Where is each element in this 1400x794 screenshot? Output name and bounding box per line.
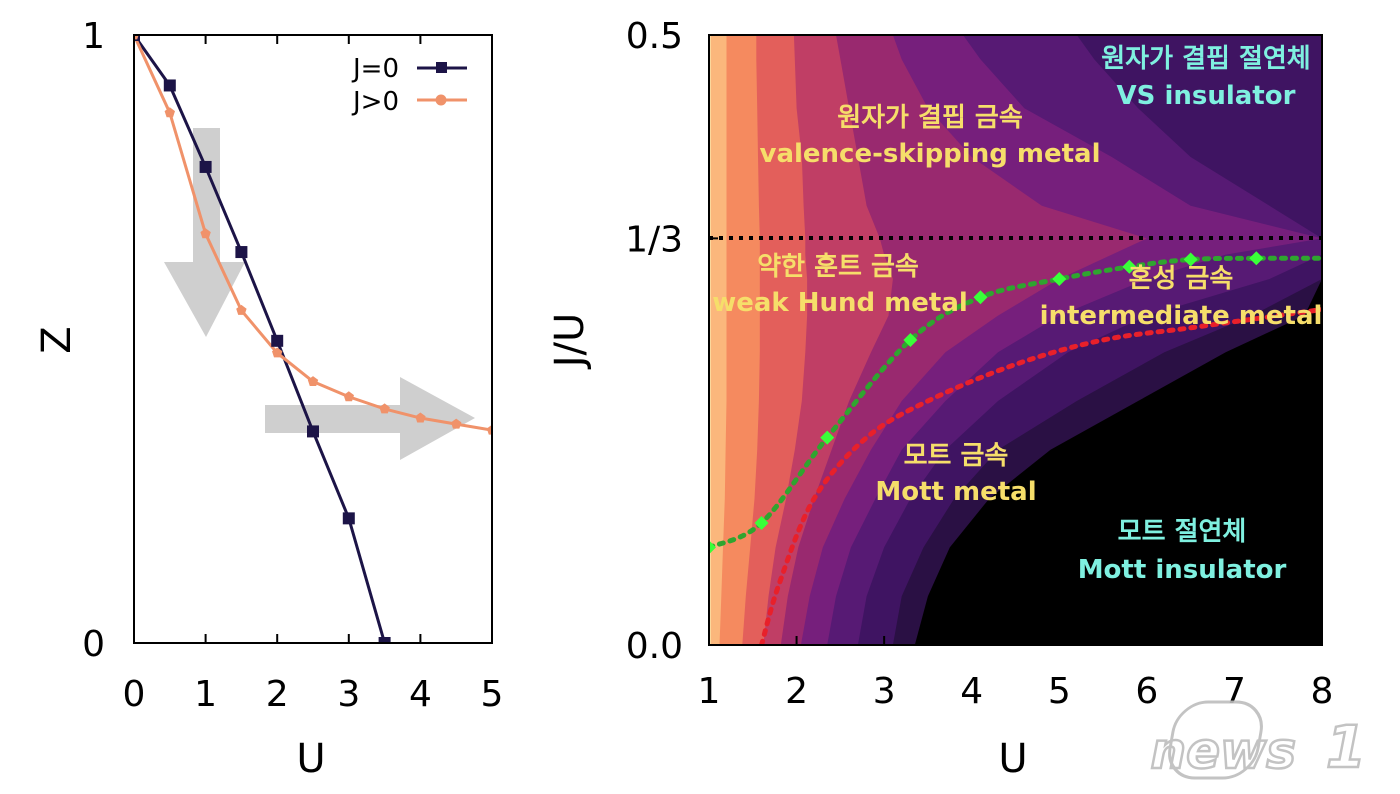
left-x-tick-label-1: 1	[194, 674, 217, 715]
marker-jpos-5	[307, 376, 319, 386]
region-vs-insulator-en: VS insulator	[1117, 81, 1296, 111]
region-intermediate-metal-en: intermediate metal	[1040, 301, 1323, 331]
marker-j0-7	[378, 637, 391, 643]
legend-label-j0: J=0	[351, 54, 399, 84]
right-x-tick-label-7: 7	[1223, 671, 1246, 712]
right-x-tick-label-2: 2	[785, 671, 808, 712]
region-mott-insulator-ko: 모트 절연체	[1118, 517, 1247, 547]
region-mott-insulator: 모트 절연체 Mott insulator	[1078, 517, 1287, 585]
z-vs-u-line-chart: 0 1 2 3 4 5 0 1 J=0 J>0 U Z	[34, 16, 503, 782]
left-x-tick-label-3: 3	[337, 674, 360, 715]
marker-jpos-6	[343, 391, 354, 402]
region-valence-skipping-metal-ko: 원자가 결핍 금속	[837, 103, 1023, 133]
green-boundary-marker-6	[1122, 259, 1137, 274]
region-weak-hund-metal: 약한 훈트 금속 weak Hund metal	[712, 252, 968, 318]
region-vs-insulator: 원자가 결핍 절연체 VS insulator	[1101, 44, 1310, 111]
marker-j0-5	[307, 425, 319, 438]
right-x-tick-label-6: 6	[1135, 671, 1158, 712]
right-x-tick-label-4: 4	[960, 671, 983, 712]
phase-diagram-heatmap: 1 2 3 4 5 6 7 8 0.0 1/3 0.5 원자가 결핍 절연체 VS insulato…	[547, 16, 1333, 782]
region-vs-insulator-ko: 원자가 결핍 절연체	[1101, 44, 1310, 74]
left-plot-frame	[133, 34, 493, 644]
right-x-axis-title: U	[998, 736, 1027, 782]
region-valence-skipping-metal-en: valence-skipping metal	[760, 139, 1101, 169]
green-boundary-marker-1	[754, 516, 769, 530]
series-line-jpos	[134, 35, 492, 432]
right-x-tick-label-8: 8	[1311, 671, 1334, 712]
legend: J=0 J>0	[351, 54, 467, 117]
region-intermediate-metal-ko: 혼성 금속	[1129, 264, 1234, 294]
region-mott-metal-ko: 모트 금속	[904, 441, 1009, 471]
marker-j0-6	[342, 512, 355, 525]
marker-j0-2	[199, 160, 212, 173]
green-boundary-marker-3	[903, 333, 918, 347]
left-y-tick-label-0: 0	[82, 624, 105, 665]
watermark-suffix: 1	[1326, 713, 1366, 781]
marker-j0-1	[163, 79, 176, 92]
marker-jpos-2	[200, 228, 211, 239]
region-valence-skipping-metal: 원자가 결핍 금속 valence-skipping metal	[760, 103, 1101, 169]
marker-jpos-7	[379, 403, 390, 414]
right-y-tick-label-0: 0.0	[626, 626, 683, 667]
green-boundary-marker-8	[1249, 251, 1264, 266]
green-boundary-line	[709, 255, 1322, 550]
legend-label-jpos: J>0	[351, 87, 399, 117]
right-x-tick-label-5: 5	[1048, 671, 1071, 712]
heatmap-band-8	[709, 35, 727, 645]
left-x-tick-label-4: 4	[409, 674, 432, 715]
right-arrow-icon	[265, 377, 475, 460]
news1-watermark: news 1	[1149, 700, 1367, 782]
right-x-tick-label-3: 3	[873, 671, 896, 712]
legend-marker-j0	[436, 62, 447, 73]
region-mott-insulator-en: Mott insulator	[1078, 555, 1287, 585]
green-boundary-marker-2	[820, 430, 835, 445]
left-y-axis-title: Z	[34, 326, 80, 353]
left-x-tick-label-5: 5	[481, 674, 504, 715]
region-weak-hund-metal-ko: 약한 훈트 금속	[757, 252, 919, 282]
marker-jpos-3	[236, 304, 247, 315]
marker-jpos-4	[272, 347, 283, 358]
right-y-axis-title: J/U	[547, 313, 593, 371]
region-mott-metal: 모트 금속 Mott metal	[875, 441, 1036, 507]
region-weak-hund-metal-en: weak Hund metal	[712, 288, 968, 318]
marker-jpos-9	[451, 418, 462, 429]
red-boundary-line	[759, 307, 1322, 645]
left-x-axis-title: U	[296, 736, 325, 782]
right-x-tick-label-1: 1	[698, 671, 721, 712]
right-y-tick-label-2: 0.5	[626, 16, 683, 57]
legend-marker-jpos	[435, 94, 447, 106]
watermark-badge-icon	[1168, 700, 1263, 780]
green-boundary-marker-4	[973, 290, 988, 305]
left-x-tick-label-0: 0	[123, 674, 146, 715]
region-mott-metal-en: Mott metal	[875, 477, 1036, 507]
green-boundary-marker-5	[1052, 272, 1067, 286]
marker-j0-4	[271, 334, 284, 347]
green-boundary-marker-7	[1183, 252, 1198, 267]
series-line-j0	[134, 35, 387, 643]
green-boundary-marker-0	[709, 540, 716, 555]
marker-jpos-1	[164, 107, 175, 118]
right-y-tick-label-1: 1/3	[625, 219, 683, 260]
marker-jpos-8	[415, 412, 426, 423]
left-x-tick-label-2: 2	[266, 674, 289, 715]
right-plot-frame	[708, 34, 1323, 646]
left-y-tick-label-1: 1	[82, 16, 105, 57]
region-intermediate-metal: 혼성 금속 intermediate metal	[1040, 264, 1323, 331]
marker-jpos-10	[486, 424, 492, 435]
marker-j0-3	[235, 246, 248, 259]
marker-jpos-0	[134, 35, 139, 40]
